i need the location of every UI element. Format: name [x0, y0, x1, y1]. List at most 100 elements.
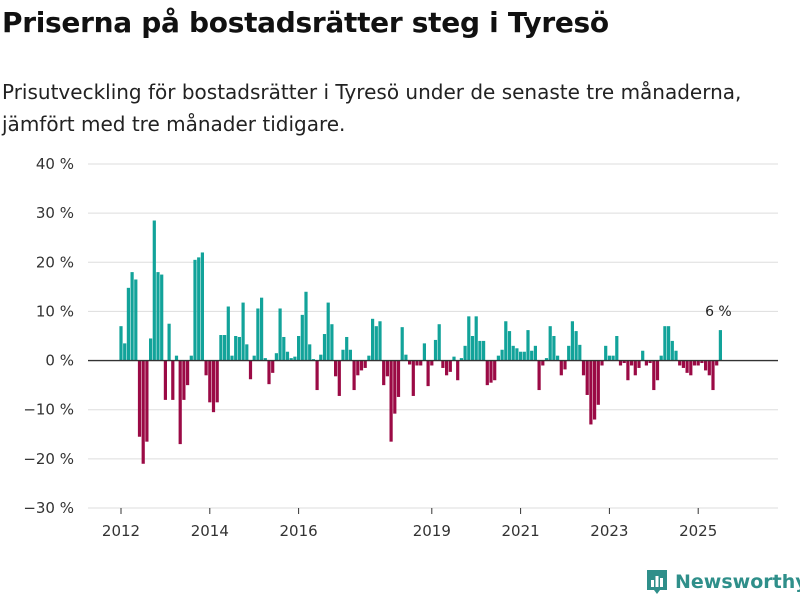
chart-title: Priserna på bostadsrätter steg i Tyresö [2, 6, 609, 39]
bar [459, 358, 463, 361]
y-tick-label: 40 % [36, 155, 74, 173]
bar [308, 344, 312, 361]
bar [415, 360, 419, 366]
bar [348, 349, 352, 361]
x-tick-label: 2012 [102, 522, 140, 540]
bar [282, 336, 286, 361]
bar [271, 360, 275, 373]
bar [237, 336, 241, 361]
newsworthy-logo[interactable]: Newsworthy [645, 568, 800, 596]
bar [145, 360, 149, 442]
bar [511, 345, 515, 361]
bar [215, 360, 219, 403]
bar [260, 297, 264, 361]
bar [182, 360, 186, 400]
bar [178, 360, 182, 445]
bar [689, 360, 693, 376]
bar [626, 360, 630, 381]
bar [234, 336, 238, 361]
bar [530, 350, 534, 361]
bar [400, 327, 404, 361]
bar [341, 349, 345, 361]
bar [496, 355, 500, 361]
bar [285, 351, 290, 361]
bar [711, 360, 715, 391]
bar [119, 326, 123, 361]
bar [204, 360, 208, 376]
bar [556, 355, 560, 361]
bar [441, 360, 445, 368]
x-tick-label: 2019 [413, 522, 451, 540]
y-tick-label: −20 % [23, 450, 74, 468]
bar [674, 350, 678, 361]
bar [422, 343, 426, 361]
bar [659, 355, 663, 361]
y-axis-labels: 40 % 30 % 20 % 10 % 0 % −10 % −20 % −30 % [23, 155, 74, 517]
bar [596, 360, 600, 405]
bar [189, 355, 193, 361]
bar [544, 358, 549, 361]
gridlines [88, 163, 778, 509]
bar [452, 356, 456, 361]
bar [663, 326, 667, 361]
bar [326, 302, 330, 361]
bar [533, 345, 537, 361]
bar [504, 321, 508, 361]
bar [644, 360, 648, 366]
bar [448, 360, 452, 372]
bar [615, 336, 619, 361]
bar [493, 360, 497, 381]
bar [193, 259, 197, 361]
bar [567, 345, 571, 361]
bar [345, 336, 349, 361]
newsworthy-logo-icon [647, 570, 667, 594]
bar [630, 360, 634, 366]
bar [655, 360, 660, 381]
bar [411, 360, 415, 396]
bar [633, 360, 637, 376]
bar [607, 355, 611, 361]
bar [359, 360, 364, 371]
bar [356, 360, 360, 376]
bar [208, 360, 212, 403]
bar [463, 345, 467, 361]
x-axis: 2012 2014 2016 2019 2021 2023 2025 [102, 508, 717, 540]
bar [197, 257, 201, 361]
bar [578, 344, 582, 361]
x-tick-label: 2014 [191, 522, 229, 540]
bar [334, 360, 338, 377]
bar [337, 360, 341, 396]
y-tick-label: 10 % [36, 302, 74, 320]
bar [585, 360, 589, 395]
bar [278, 308, 282, 361]
bar [226, 306, 230, 361]
bar [263, 358, 267, 361]
bar [552, 336, 556, 361]
bar [437, 324, 441, 361]
bar [289, 358, 293, 361]
bar [304, 291, 308, 361]
bar [470, 336, 475, 361]
bar [426, 360, 430, 387]
bar [507, 331, 512, 361]
bar [352, 360, 356, 391]
bar [137, 360, 142, 437]
bar [149, 338, 153, 361]
bar [322, 334, 327, 361]
bar [163, 360, 167, 400]
bar [311, 359, 315, 361]
bar [515, 348, 519, 361]
bar [500, 349, 504, 361]
chart-subtitle: Prisutveckling för bostadsrätter i Tyres… [2, 80, 742, 136]
bar [252, 355, 256, 361]
bar [563, 360, 567, 370]
bar [489, 360, 493, 383]
bar [581, 360, 586, 376]
bar [641, 350, 645, 361]
bar [574, 331, 578, 361]
bar [141, 360, 145, 464]
bar [274, 353, 278, 361]
bar [134, 279, 138, 361]
bar [445, 360, 449, 376]
